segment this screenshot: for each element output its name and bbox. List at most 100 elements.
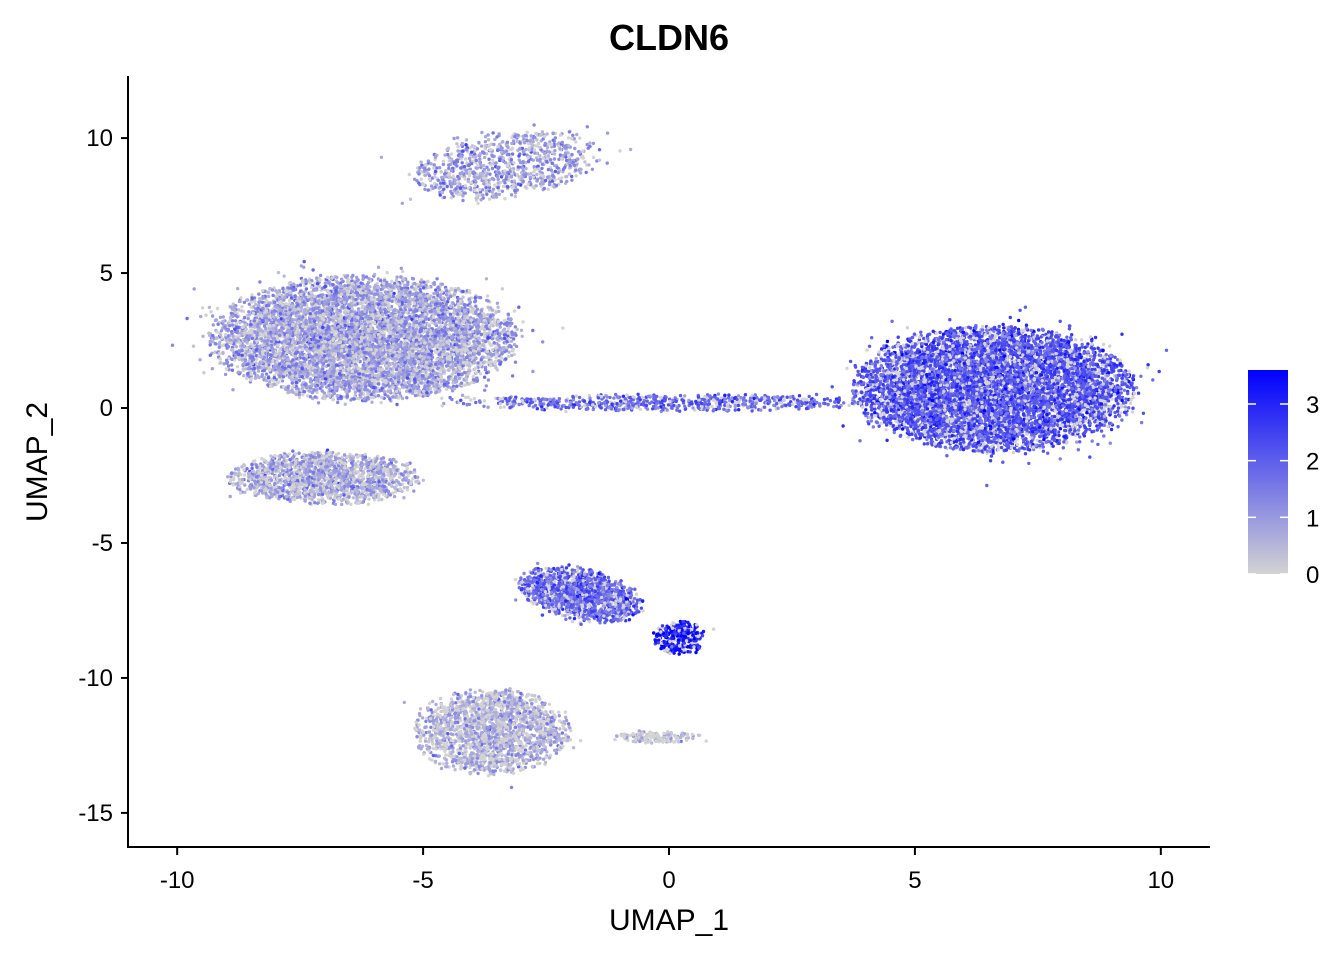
cell-point: [618, 149, 622, 153]
cell-point: [538, 157, 542, 161]
cell-point: [550, 150, 554, 154]
cell-point: [490, 166, 495, 171]
cell-point: [473, 183, 477, 188]
cell-point: [467, 163, 471, 168]
cell-point: [574, 168, 578, 172]
cell-point: [222, 362, 226, 366]
cell-point: [358, 301, 362, 306]
cell-point: [312, 314, 316, 318]
cell-point: [435, 357, 439, 362]
cell-point: [576, 157, 580, 161]
cell-point: [526, 159, 531, 164]
cell-point: [540, 166, 544, 171]
cell-point: [459, 157, 464, 161]
cell-point: [208, 343, 212, 347]
cell-point: [201, 334, 205, 338]
cell-point: [450, 344, 454, 348]
cell-point: [518, 141, 522, 145]
cell-point: [510, 152, 515, 156]
cell-point: [257, 292, 261, 296]
cell-point: [566, 136, 571, 140]
cell-point: [424, 317, 428, 321]
cell-point: [204, 313, 208, 317]
cell-point: [539, 176, 543, 180]
cell-point: [500, 140, 504, 144]
cell-point: [503, 181, 507, 185]
cell-point: [304, 287, 309, 291]
cell-point: [555, 165, 559, 170]
cell-point: [423, 187, 427, 191]
cell-point: [485, 294, 490, 298]
cell-point: [516, 165, 520, 169]
cell-point: [464, 138, 469, 142]
cell-point: [458, 186, 463, 190]
cell-point: [440, 282, 445, 286]
cell-point: [445, 169, 449, 173]
cell-point: [535, 138, 539, 142]
cell-point: [595, 159, 599, 163]
cell-point: [506, 185, 510, 189]
cell-point: [464, 143, 468, 147]
cell-point: [505, 140, 510, 144]
cell-point: [474, 356, 478, 360]
cell-point: [540, 130, 545, 134]
cell-point: [523, 141, 527, 145]
cell-point: [490, 154, 495, 158]
cell-point: [447, 163, 451, 167]
cell-point: [429, 162, 433, 166]
cell-point: [468, 146, 472, 150]
cell-point: [388, 397, 392, 401]
cell-point: [407, 172, 411, 177]
cell-point: [546, 187, 550, 191]
cell-point: [605, 131, 610, 135]
cell-point: [543, 178, 548, 183]
cell-point: [456, 145, 460, 149]
cell-point: [478, 157, 482, 161]
cell-point: [553, 178, 557, 182]
cell-point: [460, 161, 464, 165]
cell-point: [394, 367, 399, 372]
scatter-points: [170, 123, 1169, 790]
cell-point: [534, 184, 538, 188]
cell-point: [521, 320, 525, 324]
cell-point: [474, 180, 478, 184]
cell-point: [542, 186, 546, 191]
cell-point: [568, 163, 572, 168]
cell-point: [496, 185, 500, 190]
cell-point: [467, 174, 472, 178]
cell-point: [559, 179, 563, 184]
cell-point: [438, 190, 442, 194]
cell-point: [531, 175, 536, 179]
cell-point: [211, 334, 215, 338]
cell-point: [291, 390, 295, 394]
cell-point: [276, 270, 281, 275]
cell-point: [508, 147, 513, 152]
cell-point: [317, 284, 322, 289]
cell-point: [565, 179, 569, 184]
cell-point: [483, 334, 487, 339]
cell-point: [533, 167, 537, 172]
cell-point: [449, 158, 453, 163]
cell-point: [506, 326, 511, 330]
cell-point: [185, 316, 189, 321]
cell-point: [459, 154, 463, 158]
cell-point: [466, 307, 470, 312]
cell-point: [515, 327, 519, 332]
cell-point: [472, 175, 476, 179]
cell-point: [443, 172, 447, 176]
cell-point: [379, 155, 384, 159]
cell-point: [524, 160, 528, 165]
cell-point: [440, 396, 444, 400]
cell-point: [230, 368, 235, 372]
cell-point: [311, 268, 315, 272]
cell-point: [419, 160, 423, 164]
cell-point: [478, 152, 482, 156]
cell-point: [570, 152, 574, 157]
cell-point: [494, 356, 498, 360]
cell-point: [418, 182, 422, 187]
cell-point: [513, 325, 518, 329]
cell-point: [496, 320, 500, 324]
cell-point: [230, 357, 234, 361]
cell-point: [476, 201, 480, 206]
cell-point: [494, 192, 498, 196]
